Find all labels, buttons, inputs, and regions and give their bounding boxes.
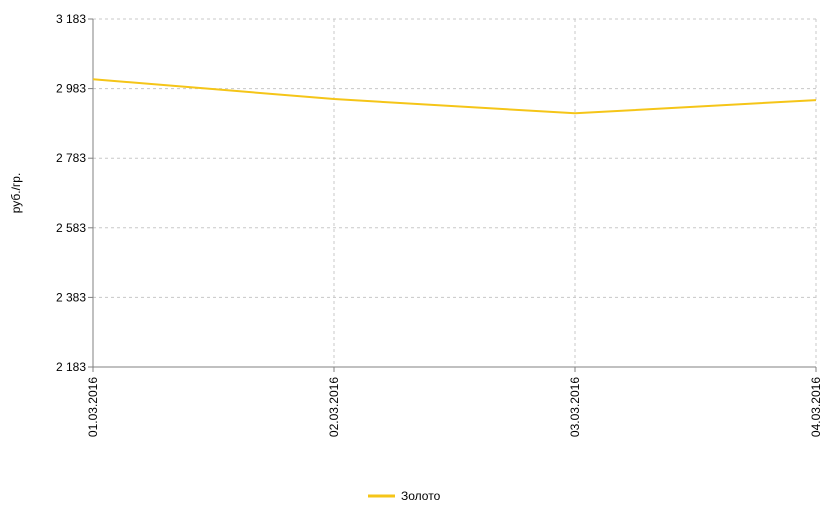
x-tick-label: 04.03.2016	[809, 377, 823, 437]
series-line	[93, 79, 816, 113]
x-tick-label: 03.03.2016	[568, 377, 582, 437]
x-tick-label: 01.03.2016	[86, 377, 100, 437]
grid	[93, 19, 816, 367]
y-axis-label: руб./гр.	[9, 173, 23, 214]
y-tick-label: 2 183	[56, 360, 86, 374]
y-tick-label: 2 383	[56, 290, 86, 304]
y-tick-label: 2 583	[56, 221, 86, 235]
legend-label: Золото	[401, 489, 441, 503]
series-layer	[93, 79, 816, 113]
legend: Золото	[368, 489, 441, 503]
y-tick-label: 3 183	[56, 12, 86, 26]
x-tick-label: 02.03.2016	[327, 377, 341, 437]
y-tick-label: 2 983	[56, 82, 86, 96]
axes: 2 183 2 383 2 583 2 783 2 983 3 183 01.03.2016…	[9, 12, 823, 437]
y-tick-label: 2 783	[56, 151, 86, 165]
